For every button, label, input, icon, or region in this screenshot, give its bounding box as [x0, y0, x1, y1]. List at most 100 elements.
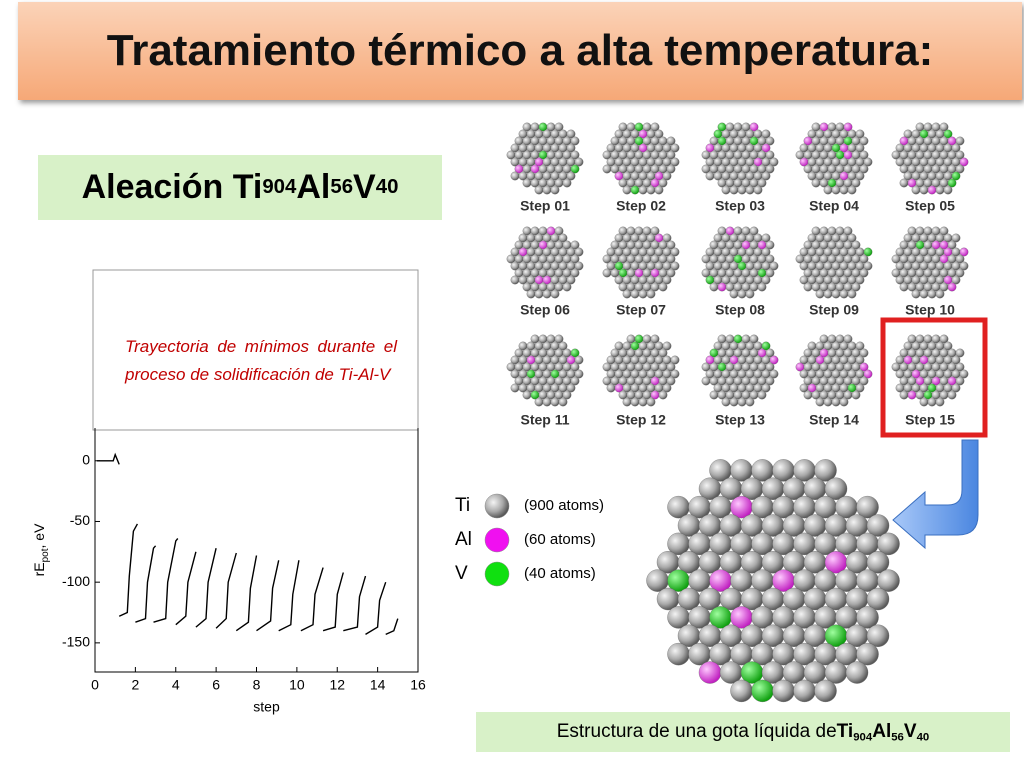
- atom: [851, 282, 861, 292]
- atom: [658, 178, 668, 188]
- atom: [550, 289, 560, 299]
- atom: [824, 477, 848, 500]
- cluster: [891, 122, 969, 195]
- cluster: [795, 334, 873, 407]
- atom: [761, 383, 771, 393]
- atom: [666, 268, 676, 278]
- atom: [566, 275, 576, 285]
- atom: [765, 348, 775, 358]
- atom: [769, 157, 779, 167]
- caption: Estructura de una gota líquida de Ti904A…: [476, 712, 1010, 752]
- atom: [709, 390, 719, 400]
- atom: [947, 390, 957, 400]
- atom: [863, 157, 873, 167]
- atom: [847, 233, 857, 243]
- atom: [757, 178, 767, 188]
- atom: [951, 275, 961, 285]
- atom: [803, 282, 813, 292]
- atom: [955, 164, 965, 174]
- atom: [856, 642, 879, 666]
- text: Al: [872, 720, 892, 742]
- atom: [761, 171, 771, 181]
- atom: [947, 240, 957, 250]
- x-tick-label: 16: [410, 677, 426, 693]
- atom: [562, 390, 572, 400]
- atom: [670, 369, 680, 379]
- atom: [765, 240, 775, 250]
- atom: [638, 185, 648, 195]
- atom: [769, 369, 779, 379]
- atom: [566, 171, 576, 181]
- atom: [761, 143, 771, 153]
- step-label: Step 04: [809, 198, 859, 214]
- atom: [566, 383, 576, 393]
- atom: [730, 679, 753, 703]
- cluster: [506, 334, 584, 407]
- y-label-part: , eV: [31, 523, 47, 549]
- cluster: [701, 122, 779, 195]
- atom: [670, 247, 680, 257]
- atom: [670, 261, 680, 271]
- x-tick-label: 12: [329, 677, 345, 693]
- atom: [769, 261, 779, 271]
- cluster: [646, 459, 900, 703]
- atom: [765, 362, 775, 372]
- atom: [745, 397, 755, 407]
- atom: [570, 376, 580, 386]
- atom: [638, 289, 648, 299]
- legend-element: V: [455, 563, 468, 584]
- atom: [662, 341, 672, 351]
- atom: [570, 348, 580, 358]
- atom: [721, 185, 731, 195]
- atom: [859, 362, 869, 372]
- atom: [831, 397, 841, 407]
- atom: [919, 289, 929, 299]
- atom: [859, 150, 869, 160]
- cluster: [795, 226, 873, 299]
- atom: [570, 164, 580, 174]
- atom: [959, 261, 969, 271]
- legend-count: (40 atoms): [524, 565, 596, 582]
- atom: [935, 289, 945, 299]
- legend-element: Ti: [455, 495, 470, 516]
- text: Aleación Ti: [81, 168, 263, 206]
- atom: [814, 679, 837, 703]
- atom: [542, 289, 552, 299]
- text: Ti: [836, 720, 854, 742]
- atom: [859, 268, 869, 278]
- atom: [772, 679, 795, 703]
- y-label-part: pot: [40, 548, 51, 562]
- atom: [658, 348, 668, 358]
- atom: [866, 551, 890, 574]
- subscript: 56: [330, 176, 354, 198]
- atom: [769, 355, 779, 365]
- atom: [654, 185, 664, 195]
- legend-element: Al: [455, 529, 472, 550]
- y-tick-label: -150: [62, 634, 90, 650]
- atom: [859, 254, 869, 264]
- cluster: [506, 226, 584, 299]
- atom: [761, 275, 771, 285]
- atom: [845, 661, 869, 684]
- subscript: 904: [262, 176, 297, 198]
- cluster: [795, 122, 873, 195]
- legend-count: (60 atoms): [524, 531, 596, 548]
- atom: [959, 247, 969, 257]
- atom: [955, 268, 965, 278]
- atom: [843, 226, 853, 236]
- cluster: [701, 334, 779, 407]
- atom: [907, 390, 917, 400]
- atom: [566, 143, 576, 153]
- atom: [737, 289, 747, 299]
- sphere-images: [506, 122, 969, 703]
- atom: [943, 341, 953, 351]
- atom: [839, 289, 849, 299]
- atom: [667, 642, 690, 666]
- atom: [851, 240, 861, 250]
- atom: [622, 289, 632, 299]
- legend-count: (900 atoms): [524, 497, 604, 514]
- x-axis-label: step: [253, 699, 280, 715]
- atom: [859, 136, 869, 146]
- step-label: Step 08: [715, 302, 765, 318]
- atom: [737, 185, 747, 195]
